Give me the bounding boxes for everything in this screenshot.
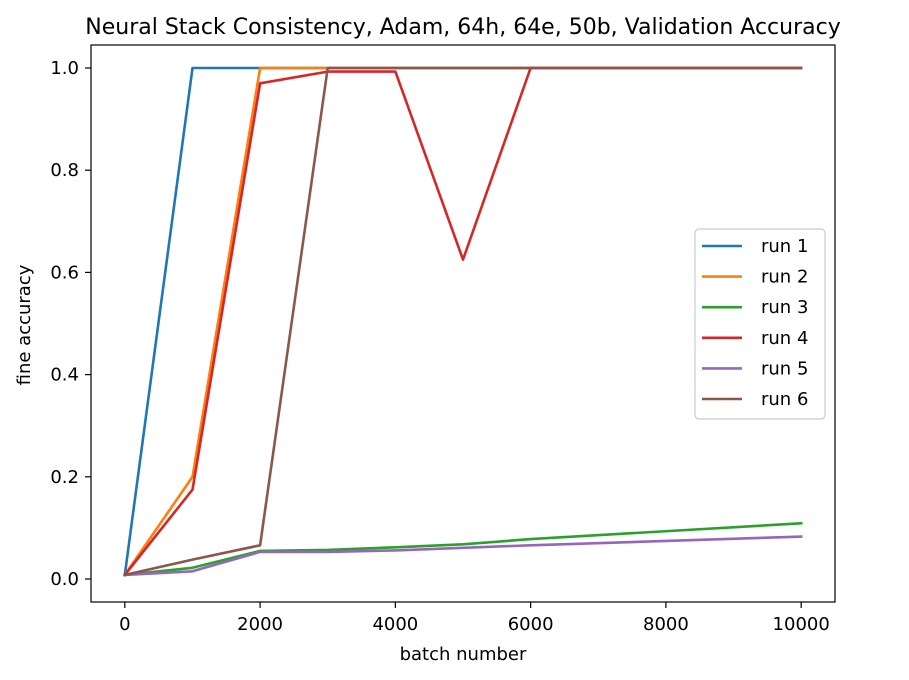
legend-label: run 3 <box>761 297 808 318</box>
legend-label: run 4 <box>761 328 808 349</box>
legend-label: run 2 <box>761 267 808 288</box>
y-tick-label: 0.2 <box>50 467 79 488</box>
series-line-run-4 <box>122 66 803 577</box>
y-tick-label: 0.0 <box>50 569 79 590</box>
series-layer <box>122 66 803 577</box>
y-tick-label: 1.0 <box>50 58 79 79</box>
legend: run 1 run 2 run 3 run 4 run 5 run 6 <box>694 228 826 420</box>
x-axis-label: batch number <box>400 644 527 665</box>
legend-label: run 6 <box>761 389 808 410</box>
x-tick-label: 0 <box>119 614 130 635</box>
x-tick-label: 4000 <box>372 614 418 635</box>
y-axis-ticks: 0.0 0.2 0.4 0.6 0.8 1.0 <box>50 58 91 590</box>
x-axis-ticks: 0 2000 4000 6000 8000 10000 <box>119 602 830 635</box>
series-line-run-3 <box>123 521 803 577</box>
y-axis-label: fine accuracy <box>14 264 35 385</box>
series-line-run-6 <box>123 66 803 577</box>
chart-title: Neural Stack Consistency, Adam, 64h, 64e… <box>85 15 840 40</box>
x-tick-label: 2000 <box>237 614 283 635</box>
x-tick-label: 6000 <box>508 614 554 635</box>
y-tick-label: 0.8 <box>50 160 79 181</box>
legend-label: run 5 <box>761 358 808 379</box>
plot-frame <box>90 44 836 603</box>
legend-label: run 1 <box>761 236 808 257</box>
y-tick-label: 0.4 <box>50 365 79 386</box>
series-line-run-5 <box>123 535 803 577</box>
y-tick-label: 0.6 <box>50 262 79 283</box>
x-tick-label: 10000 <box>773 614 830 635</box>
x-tick-label: 8000 <box>643 614 689 635</box>
